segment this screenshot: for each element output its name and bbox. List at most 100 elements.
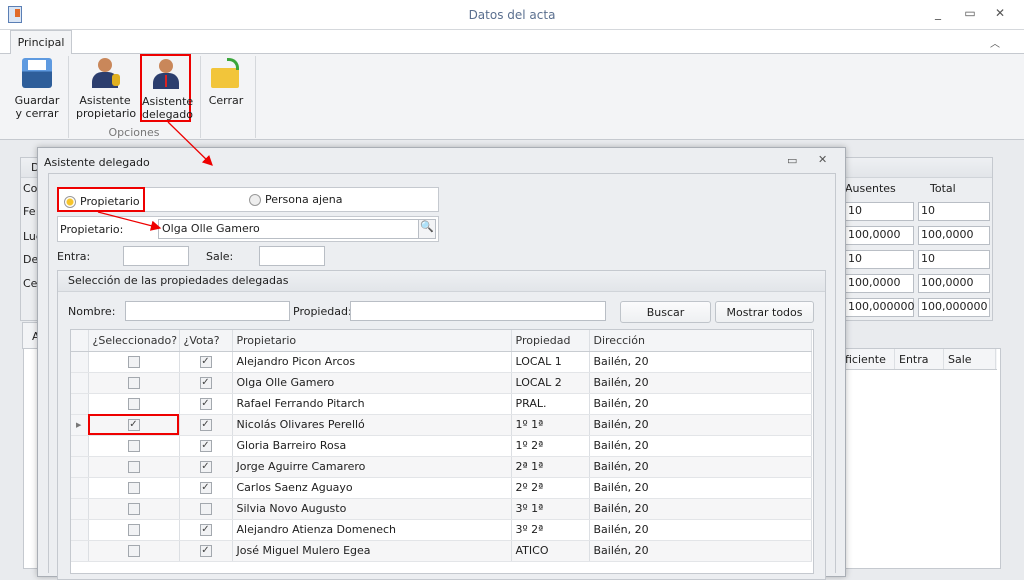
cell-vota[interactable]: ✓	[179, 477, 233, 499]
cell-seleccionado[interactable]	[88, 351, 180, 373]
radio-persona-ajena[interactable]: Persona ajena	[249, 193, 342, 206]
checkbox-checked[interactable]: ✓	[199, 482, 212, 494]
table-row[interactable]: Silvia Novo Augusto 3º 1ª Bailén, 20	[71, 498, 812, 520]
row-indicator[interactable]: ▶	[71, 414, 89, 436]
entra-label: Entra:	[57, 250, 91, 263]
folder-exit-icon	[211, 58, 241, 88]
cerrar-button[interactable]: Cerrar	[204, 58, 248, 107]
cell-seleccionado[interactable]	[88, 435, 180, 457]
checkbox-unchecked[interactable]	[127, 524, 140, 536]
row-indicator[interactable]	[71, 372, 89, 394]
cell-seleccionado[interactable]	[88, 393, 180, 415]
cell-vota[interactable]: ✓	[179, 393, 233, 415]
dialog-close-button[interactable]: ✕	[818, 153, 828, 166]
checkbox-checked[interactable]: ✓	[199, 440, 212, 452]
cell-seleccionado[interactable]	[88, 456, 180, 478]
cell-vota[interactable]: ✓	[179, 519, 233, 541]
table-row[interactable]: ✓ Rafael Ferrando Pitarch PRAL. Bailén, …	[71, 393, 812, 415]
row-indicator[interactable]	[71, 540, 89, 562]
column-header[interactable]: ficiente	[845, 349, 895, 369]
separator	[255, 56, 256, 138]
column-header[interactable]: Entra	[895, 349, 944, 369]
asistente-delegado-button[interactable]: Asistente delegado	[140, 54, 194, 122]
checkbox-unchecked[interactable]	[127, 377, 140, 389]
column-header-direccion[interactable]: Dirección	[589, 330, 812, 352]
propietario-input[interactable]: Olga Olle Gamero	[158, 219, 419, 239]
table-row[interactable]: ✓ Alejandro Atienza Domenech 3º 2ª Bailé…	[71, 519, 812, 541]
dialog-maximize-button[interactable]: ▭	[787, 154, 798, 167]
checkbox-checked[interactable]: ✓	[199, 398, 212, 410]
nombre-input[interactable]	[125, 301, 290, 321]
cell-vota[interactable]	[179, 498, 233, 520]
cell-vota[interactable]: ✓	[179, 435, 233, 457]
close-button[interactable]: ✕	[994, 6, 1006, 20]
cell-seleccionado[interactable]	[88, 372, 180, 394]
column-header-propiedad[interactable]: Propiedad	[511, 330, 590, 352]
ribbon-tabbar	[0, 30, 1024, 53]
asistente-propietario-button[interactable]: Asistente propietario	[76, 58, 136, 120]
cell-vota[interactable]: ✓	[179, 540, 233, 562]
checkbox-unchecked[interactable]	[127, 440, 140, 452]
checkbox-checked[interactable]: ✓	[199, 461, 212, 473]
radio-label: Propietario	[80, 195, 140, 208]
radio-propietario[interactable]: Propietario	[57, 187, 145, 212]
row-indicator[interactable]	[71, 498, 89, 520]
propiedad-input[interactable]	[350, 301, 606, 321]
row-indicator[interactable]	[71, 393, 89, 415]
maximize-button[interactable]: ▭	[964, 6, 976, 20]
cell-seleccionado[interactable]	[88, 477, 180, 499]
guardar-cerrar-button[interactable]: Guardar y cerrar	[14, 58, 60, 120]
collapse-ribbon-icon[interactable]: ︿	[990, 39, 1000, 50]
table-row[interactable]: ✓ Gloria Barreiro Rosa 1º 2ª Bailén, 20	[71, 435, 812, 457]
row-indicator[interactable]	[71, 456, 89, 478]
bg-label: Cel	[23, 277, 41, 290]
checkbox-checked[interactable]: ✓	[199, 419, 212, 431]
checkbox-unchecked[interactable]	[127, 398, 140, 410]
mostrar-todos-button[interactable]: Mostrar todos	[715, 301, 814, 323]
table-row[interactable]: ✓ Jorge Aguirre Camarero 2ª 1ª Bailén, 2…	[71, 456, 812, 478]
cell-propiedad: 3º 2ª	[511, 519, 590, 541]
buscar-button[interactable]: Buscar	[620, 301, 711, 323]
ausentes-value: 100,0000	[845, 274, 914, 293]
checkbox-unchecked[interactable]	[127, 503, 140, 515]
table-row[interactable]: ✓ José Miguel Mulero Egea ATICO Bailén, …	[71, 540, 812, 562]
cell-seleccionado[interactable]	[88, 498, 180, 520]
entra-input[interactable]	[123, 246, 189, 266]
sale-input[interactable]	[259, 246, 325, 266]
search-icon[interactable]: 🔍	[418, 219, 436, 239]
cell-vota[interactable]: ✓	[179, 372, 233, 394]
checkbox-checked[interactable]: ✓	[127, 419, 140, 431]
column-header-seleccionado[interactable]: ¿Seleccionado?	[88, 330, 180, 352]
row-indicator[interactable]	[71, 477, 89, 499]
row-indicator[interactable]	[71, 351, 89, 373]
minimize-button[interactable]: _	[935, 6, 941, 20]
cell-vota[interactable]: ✓	[179, 351, 233, 373]
table-row[interactable]: ✓ Carlos Saenz Aguayo 2º 2ª Bailén, 20	[71, 477, 812, 499]
button-label: delegado	[142, 108, 194, 121]
radio-label: Persona ajena	[265, 193, 343, 206]
checkbox-unchecked[interactable]	[127, 545, 140, 557]
column-header[interactable]: Sale	[944, 349, 996, 369]
checkbox-checked[interactable]: ✓	[199, 356, 212, 368]
checkbox-unchecked[interactable]	[127, 482, 140, 494]
table-row[interactable]: ✓ Alejandro Picon Arcos LOCAL 1 Bailén, …	[71, 351, 812, 373]
cell-vota[interactable]: ✓	[179, 414, 233, 436]
column-header-vota[interactable]: ¿Vota?	[179, 330, 233, 352]
cell-seleccionado[interactable]	[88, 540, 180, 562]
tab-principal[interactable]: Principal	[10, 30, 72, 54]
checkbox-checked[interactable]: ✓	[199, 524, 212, 536]
checkbox-checked[interactable]: ✓	[199, 377, 212, 389]
checkbox-checked[interactable]: ✓	[199, 545, 212, 557]
checkbox-unchecked[interactable]	[127, 356, 140, 368]
row-indicator[interactable]	[71, 435, 89, 457]
row-indicator[interactable]	[71, 519, 89, 541]
table-row[interactable]: ✓ Olga Olle Gamero LOCAL 2 Bailén, 20	[71, 372, 812, 394]
cell-seleccionado[interactable]	[88, 519, 180, 541]
cell-direccion: Bailén, 20	[589, 351, 812, 373]
checkbox-unchecked[interactable]	[127, 461, 140, 473]
column-header-propietario[interactable]: Propietario	[232, 330, 512, 352]
table-row[interactable]: ▶ ✓ ✓ Nicolás Olivares Perelló 1º 1ª Bai…	[71, 414, 812, 436]
checkbox-unchecked[interactable]	[199, 503, 212, 515]
cell-vota[interactable]: ✓	[179, 456, 233, 478]
cell-propietario: Gloria Barreiro Rosa	[232, 435, 512, 457]
